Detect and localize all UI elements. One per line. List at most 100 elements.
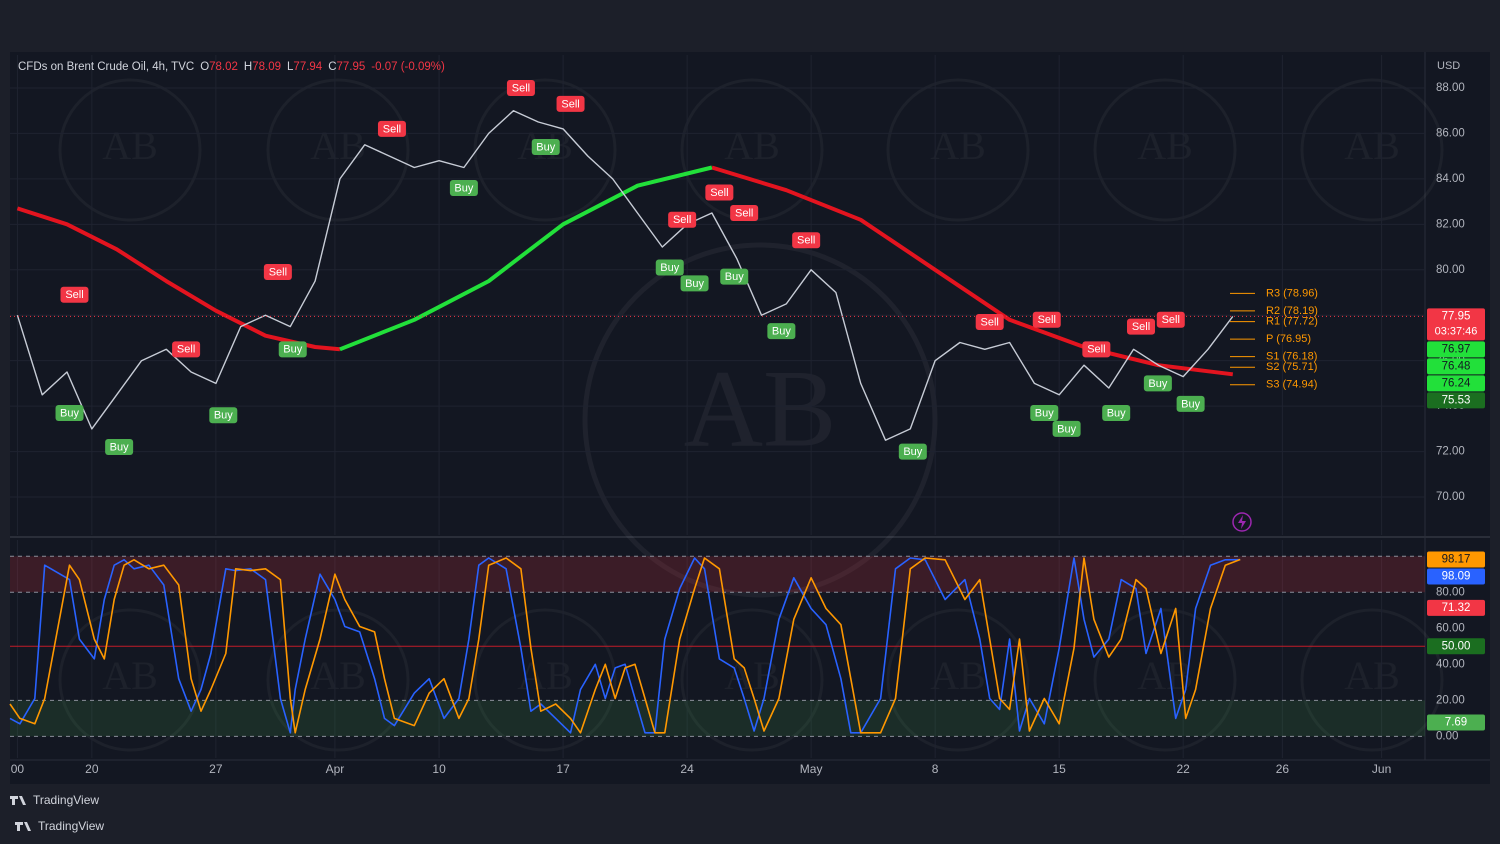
signal-label: Buy <box>283 344 302 356</box>
signal-badge <box>680 275 709 292</box>
signal-label: Buy <box>903 446 922 458</box>
watermark-ring <box>680 608 824 752</box>
signal-badge <box>1082 341 1111 358</box>
signal-label: Sell <box>1038 314 1056 326</box>
signal-label: Sell <box>981 316 999 328</box>
price-tag-label: 75.53 <box>1442 394 1471 406</box>
watermark-text: AB <box>102 123 158 168</box>
signal-label: Sell <box>735 207 753 219</box>
y-tick-label: 0.00 <box>1436 730 1458 742</box>
x-tick-label: 17 <box>556 762 570 776</box>
signal-badge <box>1176 395 1205 412</box>
signal-label: Buy <box>725 271 744 283</box>
signal-badge <box>705 184 734 201</box>
watermark-text: AB <box>102 653 158 698</box>
moving-average <box>339 165 713 352</box>
pivot-label: S1 (76.18) <box>1266 350 1317 362</box>
signal-label: Buy <box>772 326 791 338</box>
signal-badge <box>172 341 201 358</box>
y-tick-label: 40.00 <box>1436 658 1465 670</box>
signal-label: Sell <box>383 123 401 135</box>
watermark-text: AB <box>1344 653 1400 698</box>
pivot-label: R1 (77.72) <box>1266 315 1318 327</box>
watermark-ring <box>1300 78 1444 222</box>
signal-badge <box>449 179 478 196</box>
x-tick-label: 00 <box>11 762 25 776</box>
x-tick-label: 10 <box>432 762 446 776</box>
y-tick-label: 82.00 <box>1436 218 1465 230</box>
x-tick-label: Apr <box>326 762 345 776</box>
price-tag-label: 76.97 <box>1442 343 1471 355</box>
x-tick-label: 20 <box>85 762 99 776</box>
x-tick-label: May <box>800 762 823 776</box>
signal-badge <box>720 268 749 285</box>
price-tag-label: 76.48 <box>1442 360 1471 372</box>
watermark-ring <box>886 608 1030 752</box>
signal-label: Buy <box>454 182 473 194</box>
signal-badge <box>1052 420 1081 437</box>
ohlc-label: H <box>244 61 252 73</box>
price-tag-label: 71.32 <box>1442 602 1471 614</box>
price-tag <box>1427 341 1485 358</box>
y-tick-label: 86.00 <box>1436 127 1465 139</box>
watermark-ring <box>58 78 202 222</box>
brand-text: TradingView <box>38 819 104 833</box>
x-tick-label: Jun <box>1372 762 1391 776</box>
pivot-label: R3 (78.96) <box>1266 287 1318 299</box>
x-tick-label: 24 <box>680 762 694 776</box>
ohlc-value: 78.02 <box>209 61 238 73</box>
price-tag <box>1427 638 1485 655</box>
signal-badge <box>1156 311 1185 328</box>
y-tick-label: 70.00 <box>1436 491 1465 503</box>
tv-logo <box>15 822 31 831</box>
signal-label: Sell <box>1087 344 1105 356</box>
ohlc-value: 77.95 <box>337 61 366 73</box>
signal-label: Buy <box>1148 378 1167 390</box>
signal-badge <box>278 341 307 358</box>
x-tick-label: 27 <box>209 762 223 776</box>
signal-badge <box>1143 375 1172 392</box>
tv-logo <box>10 796 26 805</box>
y-tick-label: 80.00 <box>1436 586 1465 598</box>
watermark-text: AB <box>724 123 780 168</box>
branding-2: TradingView <box>15 819 104 833</box>
signal-label: Sell <box>65 289 83 301</box>
price-line <box>16 110 1234 441</box>
pivot-label: S2 (75.71) <box>1266 361 1317 373</box>
price-tag <box>1427 568 1485 585</box>
signal-badge <box>1127 318 1156 335</box>
watermark-ring <box>1300 608 1444 752</box>
alert-bolt <box>1238 515 1246 529</box>
watermark-ring <box>1093 78 1237 222</box>
watermark-ring <box>473 78 617 222</box>
pivot-label: P (76.95) <box>1266 333 1311 345</box>
y-tick-label: 72.00 <box>1436 446 1465 458</box>
ohlc-label: O <box>200 61 209 73</box>
watermark-ring <box>58 608 202 752</box>
watermark-text: AB <box>1344 123 1400 168</box>
price-tag <box>1427 375 1485 392</box>
signal-badge <box>1102 404 1131 421</box>
watermark-ring <box>266 78 410 222</box>
brand-text: TradingView <box>33 793 99 807</box>
oscillator-line <box>9 557 1241 734</box>
watermark-ring <box>473 608 617 752</box>
watermark-text: AB <box>310 653 366 698</box>
price-tag <box>1427 308 1485 341</box>
signal-label: Sell <box>710 187 728 199</box>
price-tag-label: 77.95 <box>1442 310 1471 322</box>
pivot-label: S3 (74.94) <box>1266 379 1317 391</box>
ohlc-label: C <box>328 61 336 73</box>
y-tick-label: 88.00 <box>1436 82 1465 94</box>
signal-label: Sell <box>1132 321 1150 333</box>
signal-badge <box>655 259 684 276</box>
chart-layer: ABABABABABABABABABABABABABABAB002027Apr1… <box>9 55 1485 776</box>
signal-badge <box>55 404 84 421</box>
signal-label: Buy <box>110 441 129 453</box>
signal-label: Sell <box>177 344 195 356</box>
signal-label: Buy <box>1035 407 1054 419</box>
oscillator-line <box>9 557 1241 734</box>
price-tag <box>1427 358 1485 375</box>
y-tick-label: 80.00 <box>1436 264 1465 276</box>
